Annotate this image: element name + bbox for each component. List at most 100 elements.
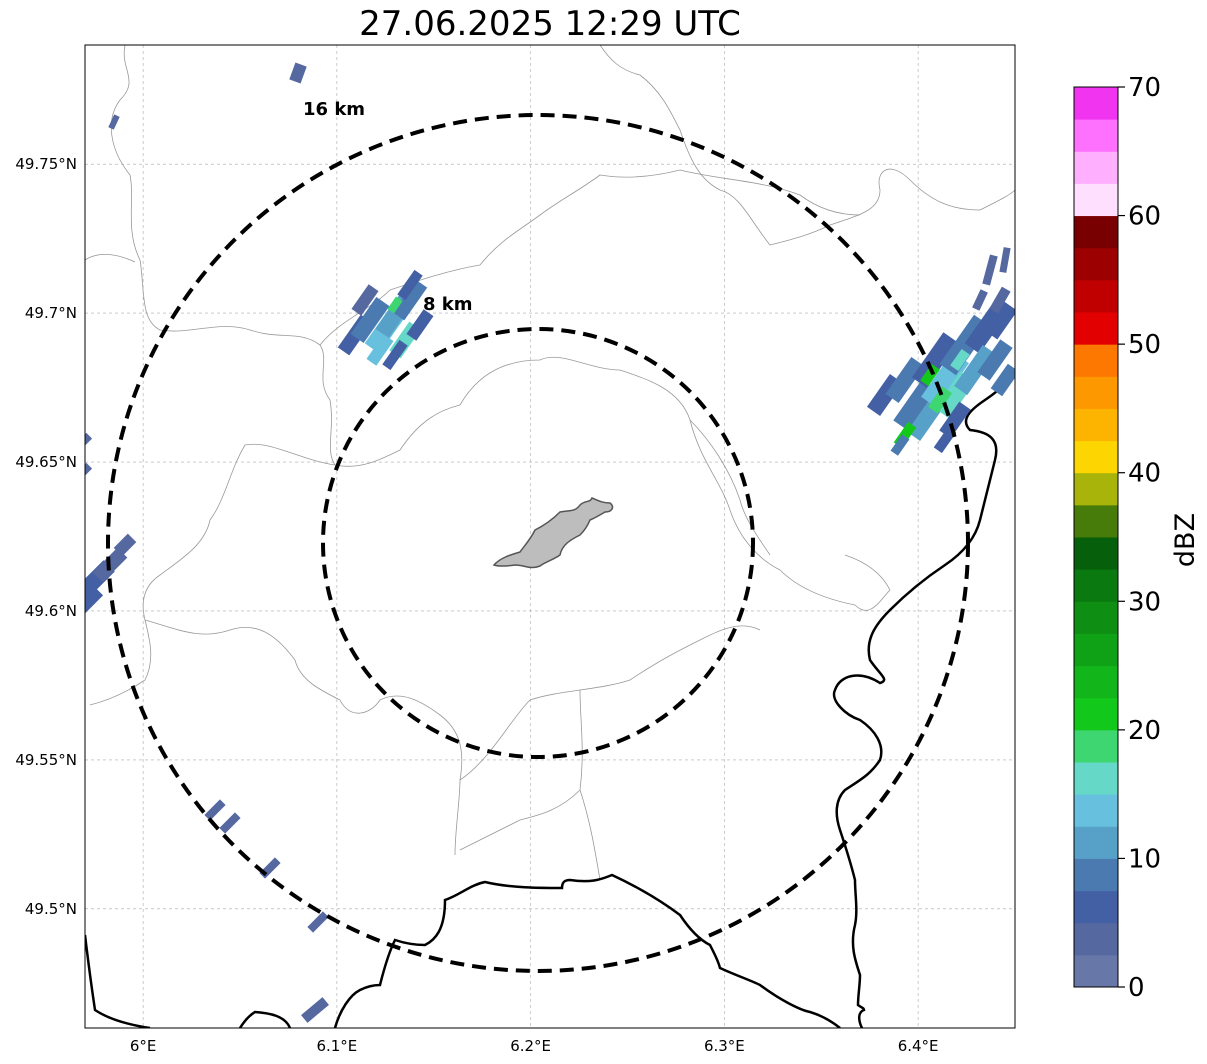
national-borders	[85, 369, 1015, 1028]
city-area	[492, 497, 614, 569]
colorbar-segment	[1074, 826, 1118, 859]
lon-axis: 6°E 6.1°E 6.2°E 6.3°E 6.4°E	[130, 1037, 939, 1055]
border-line	[144, 619, 463, 856]
colorbar-segment	[1074, 665, 1118, 699]
border-line	[319, 169, 681, 346]
colorbar-segment	[1074, 408, 1118, 442]
radar-echo-cell	[301, 997, 329, 1023]
ring-label-16km: 16 km	[303, 99, 365, 120]
range-ring-16km	[106, 113, 970, 973]
lat-tick-label: 49.7°N	[25, 304, 77, 322]
border-line	[85, 934, 151, 1028]
radar-echo-cell	[113, 533, 137, 557]
colorbar-segment	[1074, 472, 1118, 506]
ring-label-8km: 8 km	[423, 294, 473, 315]
radar-echo-cell	[950, 348, 970, 372]
colorbar-segment	[1074, 312, 1118, 345]
colorbar-segment	[1074, 215, 1118, 249]
map-frame	[84, 44, 1016, 1029]
radar-echo-cell	[977, 339, 1013, 381]
colorbar-segment	[1074, 537, 1118, 570]
border-line	[599, 45, 1015, 246]
colorbar-tick-label: 30	[1128, 587, 1161, 617]
map-title: 27.06.2025 12:29 UTC	[359, 4, 741, 44]
gridlines	[85, 45, 1015, 1028]
radar-echo-cell	[108, 114, 120, 130]
lat-tick-label: 49.55°N	[15, 751, 77, 769]
colorbar-axis: 0 10 20 30 40 50 60 70	[1118, 73, 1161, 1003]
radar-echo-cell	[911, 332, 959, 388]
colorbar-segment	[1074, 601, 1118, 634]
border-line	[334, 356, 856, 606]
lon-tick-label: 6.3°E	[704, 1037, 745, 1055]
radar-echo-cell	[982, 300, 1015, 340]
colorbar-tick-label: 0	[1128, 973, 1145, 1003]
radar-echo-cell	[350, 296, 390, 344]
colorbar-tick-label: 10	[1128, 844, 1161, 874]
lat-tick-label: 49.65°N	[15, 453, 77, 471]
radar-echo-cell	[219, 812, 241, 834]
border-line	[579, 789, 601, 881]
radar-echo-cell	[920, 363, 940, 387]
range-ring-8km	[321, 327, 755, 759]
colorbar-segment	[1074, 344, 1118, 377]
border-line	[333, 873, 841, 1028]
lon-tick-label: 6.4°E	[898, 1037, 939, 1055]
radar-echo-cell	[307, 911, 329, 933]
radar-echo-cell	[204, 799, 226, 821]
colorbar-segment	[1074, 922, 1118, 956]
radar-echo-cell	[289, 62, 307, 84]
radar-echo-cell	[392, 279, 428, 321]
radar-echo-cell	[366, 334, 394, 366]
border-line	[844, 554, 891, 611]
colorbar-tick-label: 20	[1128, 716, 1161, 746]
colorbar-segment	[1074, 569, 1118, 602]
colorbar-segment	[1074, 890, 1118, 924]
border-line	[89, 443, 336, 706]
radar-echo-cell	[982, 254, 998, 286]
border-line	[679, 169, 861, 216]
lon-tick-label: 6.2°E	[510, 1037, 551, 1055]
lat-tick-label: 49.5°N	[25, 900, 77, 918]
colorbar-segment	[1074, 376, 1118, 409]
lat-tick-label: 49.6°N	[25, 602, 77, 620]
map-area	[85, 45, 1015, 1028]
border-line	[832, 369, 1015, 1028]
colorbar-segment	[1074, 183, 1118, 217]
radar-echo-cell	[972, 289, 988, 311]
radar-echo-cell	[85, 586, 104, 614]
radar-echo-cell	[933, 426, 957, 454]
colorbar-segment	[1074, 633, 1118, 667]
radar-echo-cell	[890, 434, 910, 456]
radar-echo-cell	[999, 247, 1011, 273]
colorbar-segment	[1074, 247, 1118, 281]
municipal-borders	[85, 45, 1015, 881]
radar-echo-cell	[927, 386, 953, 414]
colorbar-segment	[1074, 762, 1118, 795]
colorbar-segment	[1074, 279, 1118, 313]
colorbar-segment	[1074, 87, 1118, 120]
radar-echo-cell	[990, 363, 1015, 397]
border-line	[689, 419, 771, 556]
radar-echo-cell	[387, 296, 403, 314]
colorbar-tick-label: 60	[1128, 202, 1161, 232]
colorbar-label: dBZ	[1170, 513, 1201, 567]
radar-echo-cell	[85, 432, 93, 448]
colorbar	[1074, 87, 1118, 988]
radar-echo-cell	[406, 309, 434, 341]
lon-tick-label: 6°E	[130, 1037, 157, 1055]
colorbar-tick-label: 70	[1128, 73, 1161, 103]
colorbar-frame	[1073, 86, 1119, 988]
border-line	[85, 253, 136, 263]
radar-echo-cell	[954, 344, 996, 396]
radar-echo-cell	[397, 269, 423, 301]
lat-axis: 49.5°N 49.55°N 49.6°N 49.65°N 49.7°N 49.75°N	[15, 155, 77, 918]
colorbar-segment	[1074, 504, 1118, 538]
colorbar-tick-label: 40	[1128, 459, 1161, 489]
radar-echo-cell	[382, 339, 408, 371]
colorbar-segment	[1074, 954, 1118, 988]
border-line	[238, 1010, 292, 1028]
colorbar-segment	[1074, 440, 1118, 474]
border-line	[459, 689, 583, 851]
